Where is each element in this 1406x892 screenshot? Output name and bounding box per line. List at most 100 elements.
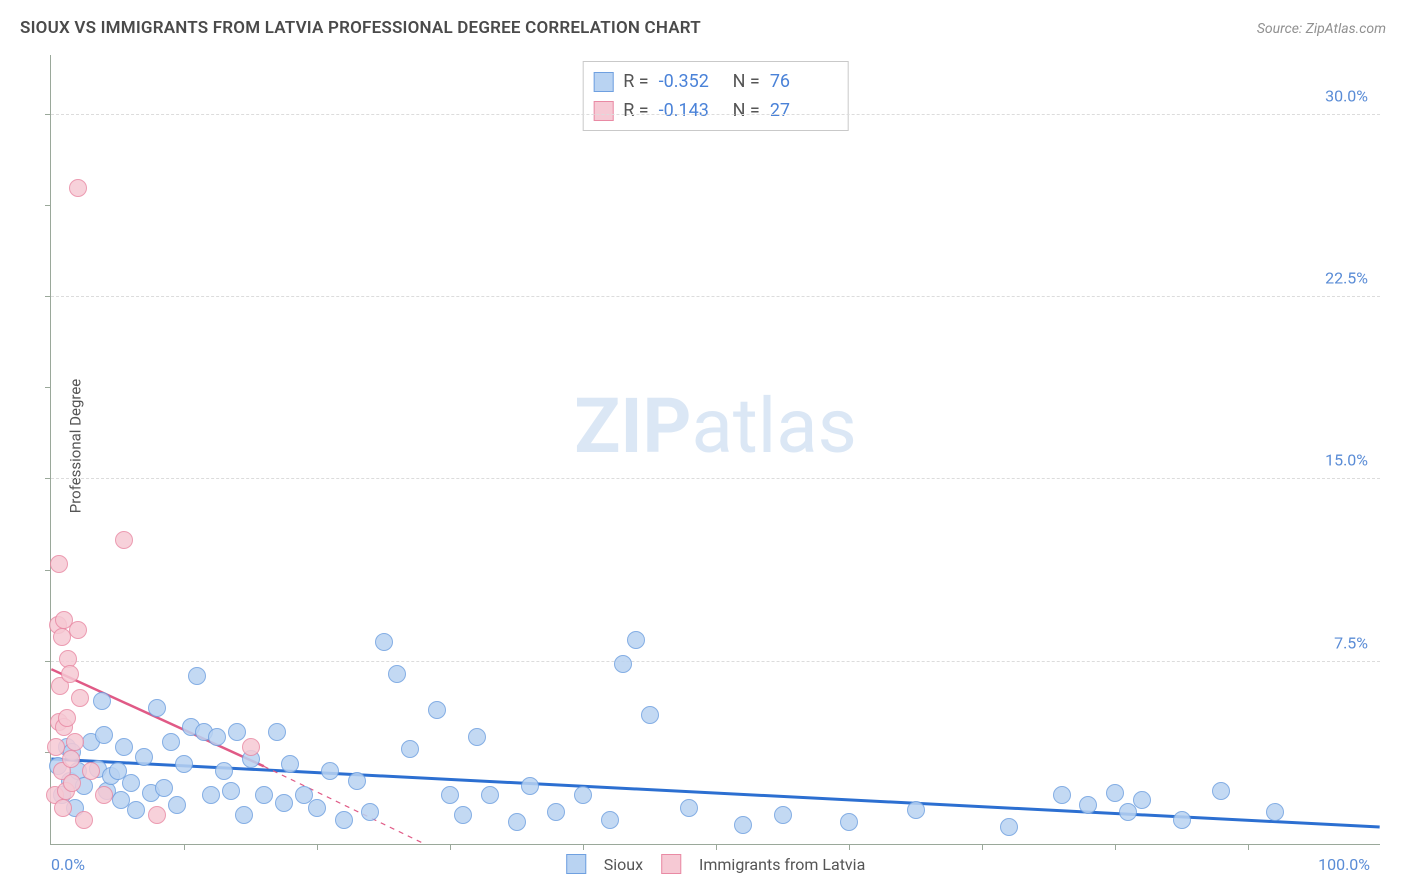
legend-label-latvia: Immigrants from Latvia [699,855,865,874]
data-point-latvia [62,750,80,768]
correlation-stats-box: R = -0.352 N = 76 R = -0.143 N = 27 [582,61,849,131]
data-point-sioux [321,762,339,780]
data-point-latvia [69,179,87,197]
stat-r-value-latvia: -0.143 [659,97,723,126]
grid-line [51,661,1380,662]
data-point-sioux [1212,782,1230,800]
data-point-sioux [255,786,273,804]
data-point-sioux [1266,803,1284,821]
x-tick [450,844,451,850]
data-point-sioux [1000,818,1018,836]
data-point-sioux [574,786,592,804]
data-point-latvia [58,709,76,727]
data-point-sioux [441,786,459,804]
data-point-sioux [115,738,133,756]
stat-n-value-latvia: 27 [770,97,834,126]
scatter-plot: ZIPatlas R = -0.352 N = 76 R = -0.143 N … [50,55,1380,845]
data-point-sioux [202,786,220,804]
data-point-sioux [93,692,111,710]
data-point-sioux [375,633,393,651]
swatch-sioux [593,72,613,92]
data-point-sioux [508,813,526,831]
stats-row-latvia: R = -0.143 N = 27 [593,97,834,126]
data-point-latvia [54,799,72,817]
data-point-sioux [734,816,752,834]
stat-r-label: R = [623,68,648,97]
legend-swatch-sioux [566,854,586,874]
data-point-sioux [215,762,233,780]
data-point-latvia [115,531,133,549]
data-point-latvia [82,762,100,780]
stat-r-value-sioux: -0.352 [659,68,723,97]
data-point-sioux [268,723,286,741]
grid-line [51,478,1380,479]
stat-n-label: N = [733,97,760,126]
data-point-sioux [188,667,206,685]
data-point-sioux [454,806,472,824]
data-point-sioux [614,655,632,673]
data-point-sioux [547,803,565,821]
watermark-rest: atlas [692,381,857,471]
x-tick [184,844,185,850]
x-tick [849,844,850,850]
x-tick [583,844,584,850]
x-tick [1248,844,1249,850]
data-point-sioux [521,777,539,795]
x-tick [317,844,318,850]
x-axis-min-label: 0.0% [51,855,85,874]
data-point-sioux [275,794,293,812]
data-point-sioux [168,796,186,814]
data-point-sioux [428,701,446,719]
data-point-sioux [348,772,366,790]
data-point-sioux [281,755,299,773]
data-point-sioux [481,786,499,804]
chart-title: SIOUX VS IMMIGRANTS FROM LATVIA PROFESSI… [20,18,701,38]
data-point-sioux [1173,811,1191,829]
y-tick-label: 7.5% [1334,633,1368,652]
data-point-sioux [641,706,659,724]
data-point-latvia [66,733,84,751]
regression-lines [51,55,1380,844]
y-tick-label: 30.0% [1325,86,1368,105]
data-point-sioux [1106,784,1124,802]
data-point-latvia [61,665,79,683]
swatch-latvia [593,101,613,121]
data-point-sioux [401,740,419,758]
y-tick-minor [45,387,51,388]
data-point-sioux [95,726,113,744]
data-point-sioux [235,806,253,824]
legend-label-sioux: Sioux [604,855,643,874]
x-tick [716,844,717,850]
data-point-sioux [627,631,645,649]
grid-line [51,296,1380,297]
data-point-latvia [50,555,68,573]
data-point-latvia [63,774,81,792]
data-point-sioux [680,799,698,817]
data-point-sioux [175,755,193,773]
y-tick [45,478,51,479]
y-tick-minor [45,205,51,206]
data-point-sioux [468,728,486,746]
legend-swatch-latvia [661,854,681,874]
data-point-sioux [162,733,180,751]
data-point-sioux [840,813,858,831]
data-point-sioux [601,811,619,829]
data-point-latvia [148,806,166,824]
chart-source: Source: ZipAtlas.com [1257,21,1386,37]
data-point-latvia [95,786,113,804]
data-point-latvia [75,811,93,829]
x-axis-max-label: 100.0% [1318,855,1370,874]
y-tick-label: 15.0% [1325,451,1368,470]
data-point-sioux [361,803,379,821]
legend: Sioux Immigrants from Latvia [566,854,866,874]
data-point-sioux [122,774,140,792]
x-tick [982,844,983,850]
data-point-sioux [135,748,153,766]
data-point-sioux [1053,786,1071,804]
data-point-sioux [388,665,406,683]
watermark-bold: ZIP [574,381,691,471]
data-point-latvia [71,689,89,707]
chart-header: SIOUX VS IMMIGRANTS FROM LATVIA PROFESSI… [20,18,1386,38]
data-point-sioux [335,811,353,829]
stat-n-label: N = [733,68,760,97]
